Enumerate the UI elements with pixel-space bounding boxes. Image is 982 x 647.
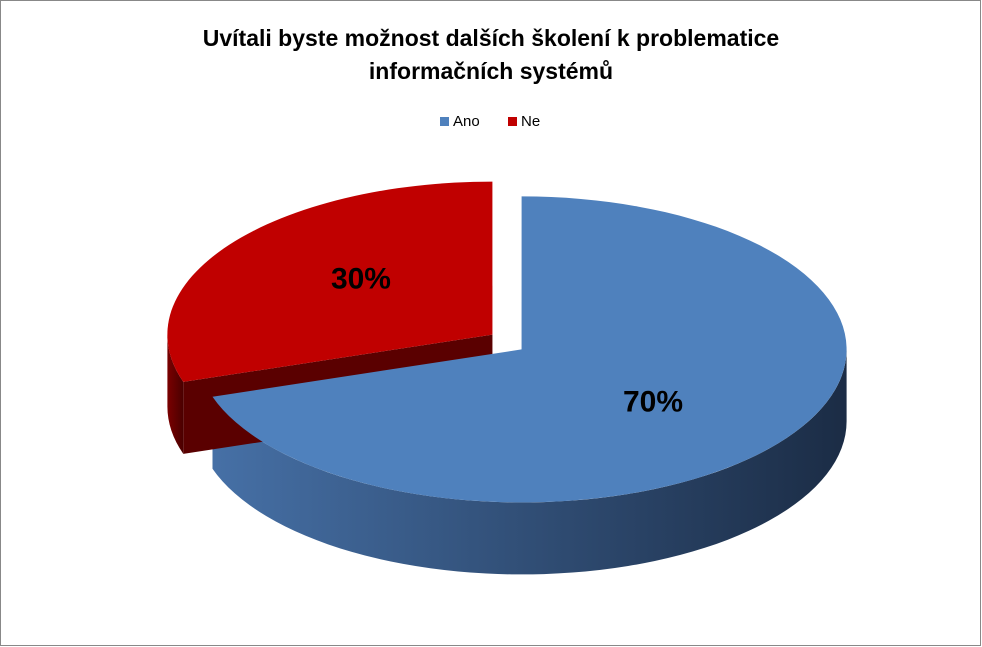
slice <box>212 196 847 503</box>
slice <box>167 181 493 382</box>
chart-title: Uvítali byste možnost dalších školení k … <box>202 25 780 84</box>
slice-side <box>167 334 184 454</box>
data-label: 30% <box>331 263 391 296</box>
legend-swatch <box>440 117 449 126</box>
legend-label: Ne <box>521 113 540 130</box>
legend-label: Ano <box>453 113 480 130</box>
legend-swatch <box>508 117 517 126</box>
data-label: 70% <box>623 385 683 418</box>
slice-side <box>212 349 847 575</box>
